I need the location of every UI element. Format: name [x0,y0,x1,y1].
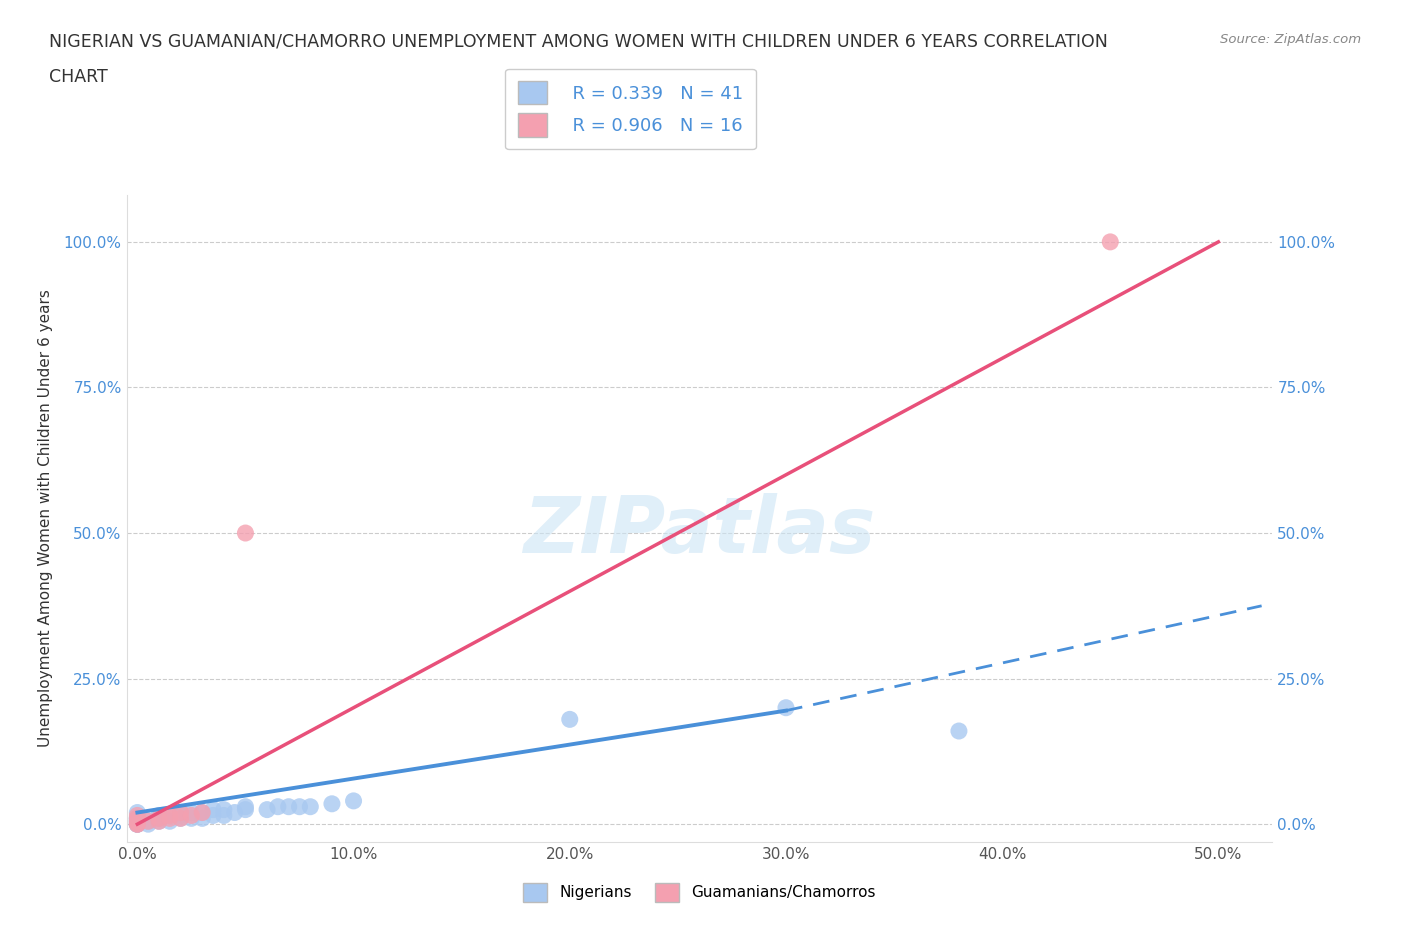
Point [277,799,299,814]
Point [180,805,202,820]
Point [202,808,225,823]
Text: ZIPatlas: ZIPatlas [523,494,876,569]
Point [169,805,191,820]
Point [169,808,191,823]
Point [212,803,235,817]
Point [148,811,170,826]
Point [127,817,149,831]
Point [299,799,322,814]
Point [191,805,214,820]
Point [235,799,257,814]
Point [342,793,364,808]
Point [148,808,170,823]
Point [256,803,278,817]
Point [159,814,181,829]
Point [169,805,191,820]
Point [127,811,149,826]
Point [127,817,149,831]
Point [159,808,181,823]
Point [558,712,581,727]
Point [148,811,170,826]
Text: Source: ZipAtlas.com: Source: ZipAtlas.com [1220,33,1361,46]
Point [1099,234,1122,249]
Point [136,814,159,829]
Point [127,811,149,826]
Point [235,803,257,817]
Point [169,811,191,826]
Y-axis label: Unemployment Among Women with Children Under 6 years: Unemployment Among Women with Children U… [38,289,52,748]
Point [948,724,970,738]
Point [224,805,246,820]
Point [127,817,149,831]
Point [191,805,214,820]
Point [321,796,343,811]
Point [191,811,214,826]
Point [127,805,149,820]
Point [775,700,797,715]
Legend: Nigerians, Guamanians/Chamorros: Nigerians, Guamanians/Chamorros [517,876,882,909]
Point [127,814,149,829]
Point [127,814,149,829]
Point [169,811,191,826]
Point [148,814,170,829]
Point [180,811,202,826]
Text: CHART: CHART [49,68,108,86]
Point [136,814,159,829]
Point [180,808,202,823]
Point [127,811,149,826]
Point [235,525,257,540]
Point [127,817,149,831]
Point [127,811,149,826]
Point [159,808,181,823]
Point [127,817,149,831]
Point [127,814,149,829]
Point [267,799,290,814]
Point [202,803,225,817]
Point [127,808,149,823]
Point [159,811,181,826]
Text: NIGERIAN VS GUAMANIAN/CHAMORRO UNEMPLOYMENT AMONG WOMEN WITH CHILDREN UNDER 6 YE: NIGERIAN VS GUAMANIAN/CHAMORRO UNEMPLOYM… [49,33,1108,50]
Point [212,808,235,823]
Point [148,814,170,829]
Point [136,817,159,831]
Point [288,799,311,814]
Point [127,814,149,829]
